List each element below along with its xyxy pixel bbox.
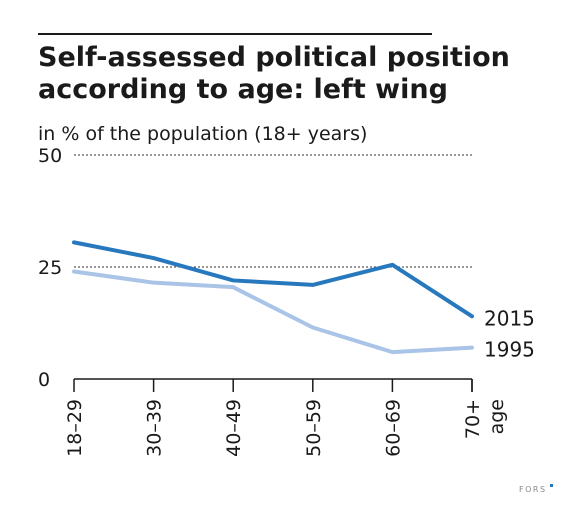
series-label-1995: 1995 <box>484 338 535 362</box>
x-axis-label: age <box>486 399 508 434</box>
chart-subtitle: in % of the population (18+ years) <box>38 123 367 145</box>
y-tick-label-25: 25 <box>38 257 62 279</box>
y-tick-label-0: 0 <box>38 369 50 391</box>
series-label-2015: 2015 <box>484 306 535 330</box>
fors-logo: FORS <box>519 485 547 494</box>
y-tick-label-50: 50 <box>38 145 62 167</box>
series-line-1995 <box>72 269 474 355</box>
chart-title-line-2: according to age: left wing <box>38 74 448 105</box>
series-line-2015 <box>72 240 474 319</box>
logo-mark <box>550 484 553 487</box>
x-tick-label-3: 50–59 <box>303 399 325 457</box>
x-tick-label-1: 30–39 <box>144 399 166 457</box>
x-tick-label-5: 70+ <box>462 399 484 439</box>
plot-area: 0 25 50 18–29 30–39 40–49 50–59 60–69 70+ age 2015… <box>38 145 535 457</box>
chart-title-line-1: Self-assessed political position <box>38 42 510 73</box>
x-tick-label-4: 60–69 <box>382 399 404 457</box>
x-tick-label-2: 40–49 <box>223 399 245 457</box>
x-tick-label-0: 18–29 <box>64 399 86 457</box>
